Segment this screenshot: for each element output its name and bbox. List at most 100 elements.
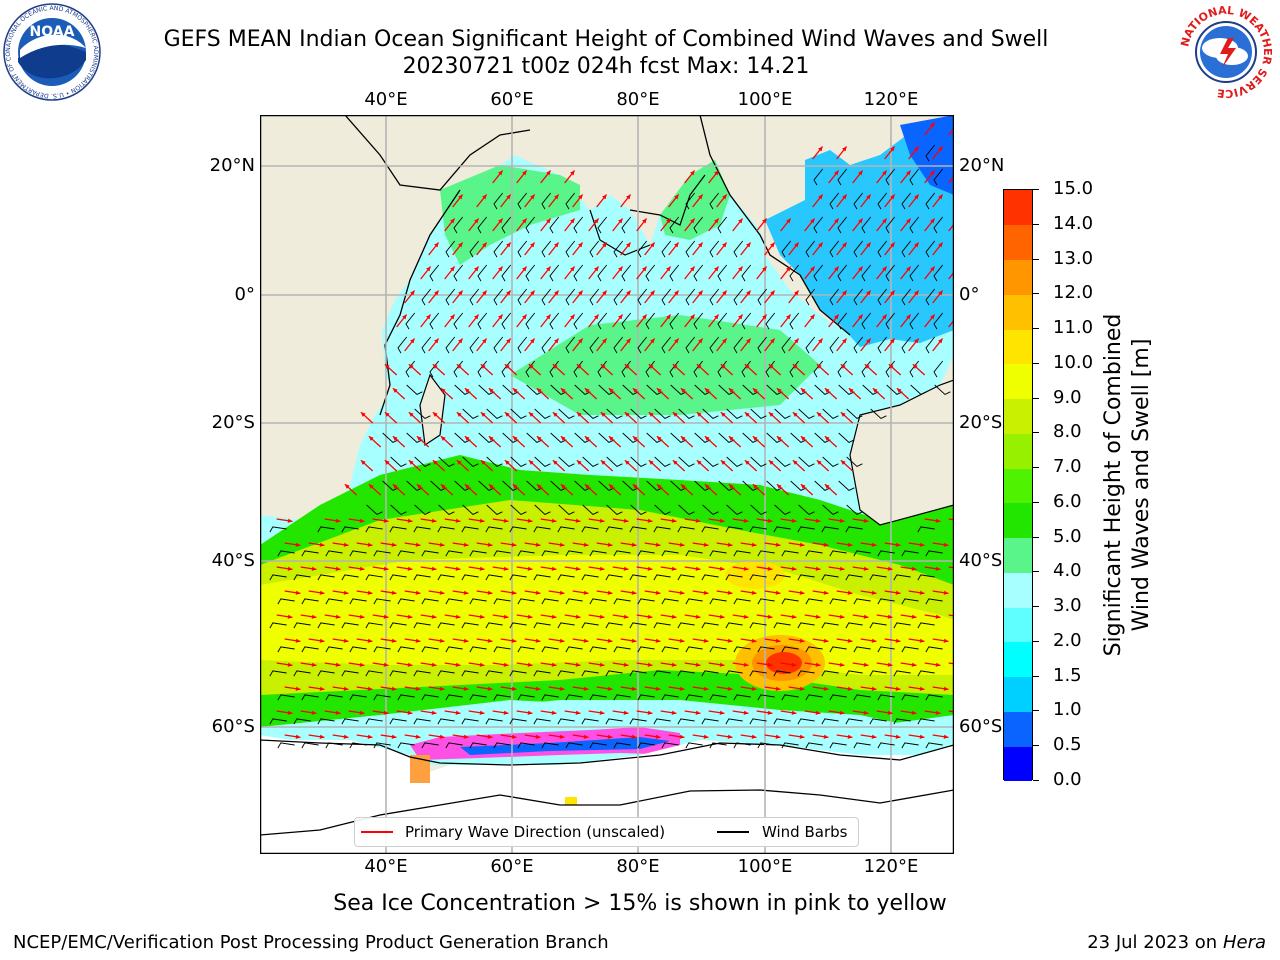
wind-barb xyxy=(870,408,887,419)
wave-direction-arrowhead xyxy=(527,662,533,667)
wind-barb xyxy=(477,216,488,234)
wind-barb xyxy=(462,456,479,467)
wind-barb xyxy=(477,264,488,282)
wind-barb xyxy=(797,526,815,533)
wave-direction-arrowhead xyxy=(599,518,605,523)
wind-barb xyxy=(622,480,639,491)
wave-direction-arrowhead xyxy=(794,338,799,344)
colorbar-tick-mark xyxy=(1033,397,1039,399)
wind-barb xyxy=(877,288,888,306)
wind-barb xyxy=(669,312,680,330)
wave-direction-arrowhead xyxy=(599,710,605,715)
wave-direction-arrowhead xyxy=(535,542,541,547)
wind-barb xyxy=(933,216,944,234)
colorbar-segment xyxy=(1004,537,1032,573)
wave-direction-arrowhead xyxy=(559,638,565,643)
wind-barb xyxy=(885,168,896,186)
wave-direction-arrowhead xyxy=(698,194,703,200)
wave-height-map xyxy=(260,115,954,854)
wind-barb xyxy=(469,288,480,306)
wind-barb xyxy=(829,742,847,749)
wind-barb xyxy=(829,288,840,306)
wind-barb xyxy=(717,312,728,330)
wave-direction-arrowhead xyxy=(656,436,662,441)
wave-direction-arrowhead xyxy=(786,218,791,224)
wave-direction-arrowhead xyxy=(575,566,581,571)
wind-barb xyxy=(749,670,767,677)
colorbar-tick-mark xyxy=(1033,223,1039,225)
wind-barb xyxy=(414,456,431,467)
wave-direction-arrowhead xyxy=(584,388,590,393)
wind-barb xyxy=(877,694,895,701)
wind-barb xyxy=(646,480,663,491)
wave-direction-arrow xyxy=(948,710,954,713)
wind-barb xyxy=(781,550,799,557)
wind-barb xyxy=(709,742,727,749)
wave-direction-arrowhead xyxy=(607,590,613,595)
wind-barb xyxy=(525,216,536,234)
wave-direction-arrowhead xyxy=(402,314,407,320)
wind-barb xyxy=(925,550,943,557)
wave-direction-arrowhead xyxy=(751,686,757,691)
wave-direction-arrowhead xyxy=(647,566,653,571)
wave-direction-arrowhead xyxy=(487,686,493,691)
wind-barb xyxy=(597,312,608,330)
wave-direction-arrowhead xyxy=(642,314,647,320)
wind-barb xyxy=(565,240,576,258)
wave-direction-arrowhead xyxy=(456,460,462,465)
wind-barb xyxy=(341,670,359,677)
wave-direction-arrowhead xyxy=(815,614,821,619)
wind-barb xyxy=(661,240,672,258)
wave-direction-arrowhead xyxy=(890,338,895,344)
wave-direction-arrowhead xyxy=(343,590,349,595)
wave-direction-arrowhead xyxy=(896,388,902,393)
wave-direction-arrowhead xyxy=(786,314,791,320)
wind-barb xyxy=(493,742,511,749)
wave-direction-arrowhead xyxy=(439,686,445,691)
wind-barb xyxy=(613,694,631,701)
wind-barb xyxy=(653,670,671,677)
wave-direction-arrowhead xyxy=(919,638,925,643)
wave-direction-arrowhead xyxy=(842,338,847,344)
wave-direction-arrowhead xyxy=(408,364,414,369)
wave-direction-arrowhead xyxy=(866,242,871,248)
wave-direction-arrowhead xyxy=(335,566,341,571)
wind-barb xyxy=(582,456,599,467)
wind-barb xyxy=(837,168,848,186)
wave-direction-arrowhead xyxy=(498,218,503,224)
wind-barb xyxy=(565,336,576,354)
wave-direction-arrowhead xyxy=(392,484,398,489)
wave-direction-arrowhead xyxy=(647,614,653,619)
wave-direction-arrowhead xyxy=(552,460,558,465)
wave-direction-arrowhead xyxy=(698,338,703,344)
wave-direction-arrowhead xyxy=(546,266,551,272)
wave-direction-arrowhead xyxy=(503,614,509,619)
wave-direction-arrowhead xyxy=(840,460,846,465)
wave-direction-arrowhead xyxy=(535,686,541,691)
wave-direction-arrowhead xyxy=(335,518,341,523)
wind-barb xyxy=(589,598,607,605)
wind-barb xyxy=(389,622,407,629)
wave-direction-arrowhead xyxy=(498,314,503,320)
wave-direction-arrowhead xyxy=(343,734,349,739)
wind-barb xyxy=(269,526,287,533)
wave-direction-arrow xyxy=(948,518,954,521)
wind-barb xyxy=(534,504,551,515)
wave-direction-arrowhead xyxy=(890,146,895,152)
wave-direction-arrowhead xyxy=(792,412,798,417)
wind-barb xyxy=(694,480,711,491)
wave-direction-arrowhead xyxy=(650,242,655,248)
wave-direction-arrowhead xyxy=(602,194,607,200)
wind-barb xyxy=(589,742,607,749)
wind-barb xyxy=(829,598,847,605)
wave-direction-arrowhead xyxy=(407,614,413,619)
wave-direction-arrowhead xyxy=(415,734,421,739)
wave-direction-arrowhead xyxy=(479,662,485,667)
wave-direction-arrowhead xyxy=(554,194,559,200)
colorbar-tick-mark xyxy=(1033,780,1039,781)
wave-direction-arrowhead xyxy=(384,364,390,369)
wind-barb xyxy=(430,480,447,491)
wave-direction-arrowhead xyxy=(943,734,949,739)
wind-barb xyxy=(382,432,399,443)
wind-barb xyxy=(621,312,632,330)
